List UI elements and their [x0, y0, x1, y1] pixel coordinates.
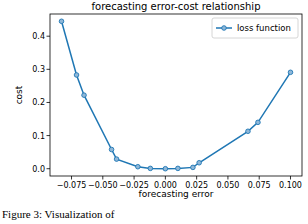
y-tick-label: 0.1 — [32, 132, 45, 141]
marker — [256, 120, 261, 125]
marker — [109, 147, 114, 152]
x-tick — [165, 176, 166, 180]
x-tick-label: 0.050 — [216, 181, 239, 190]
y-tick — [47, 135, 51, 136]
plot-area — [59, 19, 293, 171]
x-axis-label: forecasting error — [139, 189, 214, 199]
marker — [74, 73, 79, 78]
y-axis-label: cost — [14, 85, 24, 104]
y-tick — [47, 168, 51, 169]
x-tick — [71, 176, 72, 180]
marker — [176, 166, 181, 171]
y-tick-label: 0.2 — [32, 98, 45, 107]
x-tick — [134, 176, 135, 180]
legend: loss function — [212, 18, 298, 38]
caption: Figure 3: Visualization of — [2, 208, 115, 220]
marker — [191, 165, 196, 170]
y-tick-label: 0.3 — [32, 65, 45, 74]
x-tick — [259, 176, 260, 180]
marker — [59, 19, 64, 24]
title: forecasting error-cost relationship — [92, 1, 261, 12]
x-tick — [290, 176, 291, 180]
line — [62, 21, 291, 168]
y-tick — [47, 69, 51, 70]
marker — [82, 93, 87, 98]
legend-marker — [222, 26, 227, 31]
marker — [136, 164, 141, 169]
plot-frame — [50, 14, 302, 176]
x-tick — [102, 176, 103, 180]
legend-box — [212, 18, 298, 38]
y-tick — [47, 36, 51, 37]
x-tick — [227, 176, 228, 180]
marker — [148, 166, 153, 171]
x-tick — [196, 176, 197, 180]
x-tick-label: −0.050 — [88, 181, 118, 190]
x-tick-label: 0.075 — [248, 181, 271, 190]
marker — [197, 160, 202, 165]
legend-label: loss function — [237, 23, 291, 33]
marker — [288, 70, 293, 75]
x-tick-label: 0.100 — [279, 181, 302, 190]
y-tick — [47, 102, 51, 103]
marker — [114, 157, 119, 162]
y-tick-label: 0.0 — [32, 165, 45, 174]
y-tick-label: 0.4 — [32, 32, 45, 41]
x-tick-label: −0.075 — [57, 181, 87, 190]
marker — [163, 166, 168, 171]
marker — [246, 129, 251, 134]
chart: forecasting error-cost relationship −0.07… — [0, 0, 308, 224]
